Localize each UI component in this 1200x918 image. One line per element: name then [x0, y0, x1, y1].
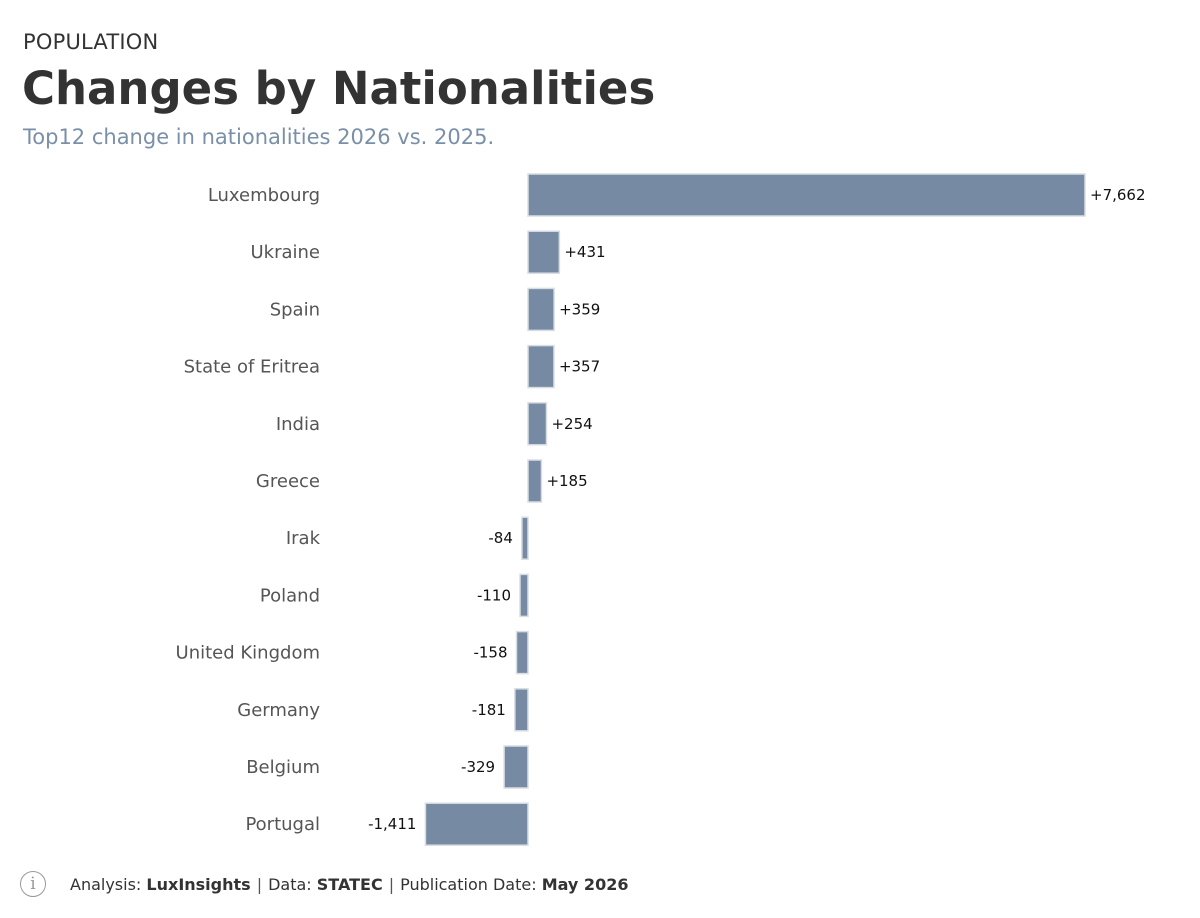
bar	[527, 402, 548, 446]
subtitle: Top12 change in nationalities 2026 vs. 2…	[23, 125, 495, 149]
category-label: India	[276, 414, 320, 435]
bar	[527, 230, 561, 274]
analysis-label: Analysis:	[70, 874, 142, 894]
value-label: +254	[551, 415, 592, 433]
bar	[527, 344, 555, 389]
data-label: Data:	[268, 874, 312, 894]
value-label: +357	[559, 358, 600, 376]
publication-value: May 2026	[541, 874, 629, 894]
category-label: Poland	[260, 585, 320, 606]
category-label: Spain	[270, 299, 320, 320]
value-label: -1,411	[368, 815, 416, 833]
value-label: +431	[564, 243, 605, 261]
value-label: +359	[559, 300, 600, 318]
footer: i Analysis: LuxInsights | Data: STATEC |…	[20, 868, 628, 900]
separator: |	[388, 874, 395, 894]
category-label: State of Eritrea	[184, 357, 320, 378]
category-label: Greece	[256, 471, 320, 492]
value-label: -158	[473, 644, 507, 662]
category-label: Irak	[286, 528, 321, 549]
kicker: POPULATION	[23, 30, 159, 54]
category-label: Ukraine	[250, 242, 320, 263]
category-label: Germany	[237, 700, 320, 721]
bar-chart: Luxembourg +7,662 Ukraine +431 Spain +359 Stat…	[176, 173, 1146, 846]
category-label: United Kingdom	[176, 643, 320, 664]
bar	[519, 573, 529, 618]
category-label: Portugal	[245, 814, 320, 835]
bar	[527, 173, 1086, 217]
value-label: -110	[477, 586, 511, 604]
separator: |	[256, 874, 263, 894]
bar	[521, 516, 529, 560]
value-label: -329	[461, 758, 495, 776]
bar	[527, 287, 555, 332]
value-label: -84	[488, 529, 513, 547]
bar	[527, 459, 543, 503]
bar	[514, 688, 529, 732]
publication-label: Publication Date:	[400, 874, 537, 894]
data-value: STATEC	[316, 874, 383, 894]
analysis-value: LuxInsights	[146, 874, 251, 894]
value-label: -181	[472, 701, 506, 719]
category-label: Belgium	[246, 757, 320, 778]
bar	[503, 745, 529, 789]
value-label: +7,662	[1090, 186, 1146, 204]
value-label: +185	[546, 472, 587, 490]
category-label: Luxembourg	[208, 185, 320, 206]
info-icon[interactable]: i	[20, 871, 46, 897]
page-title: Changes by Nationalities	[22, 62, 656, 115]
bar	[424, 802, 529, 846]
bar	[515, 630, 529, 675]
